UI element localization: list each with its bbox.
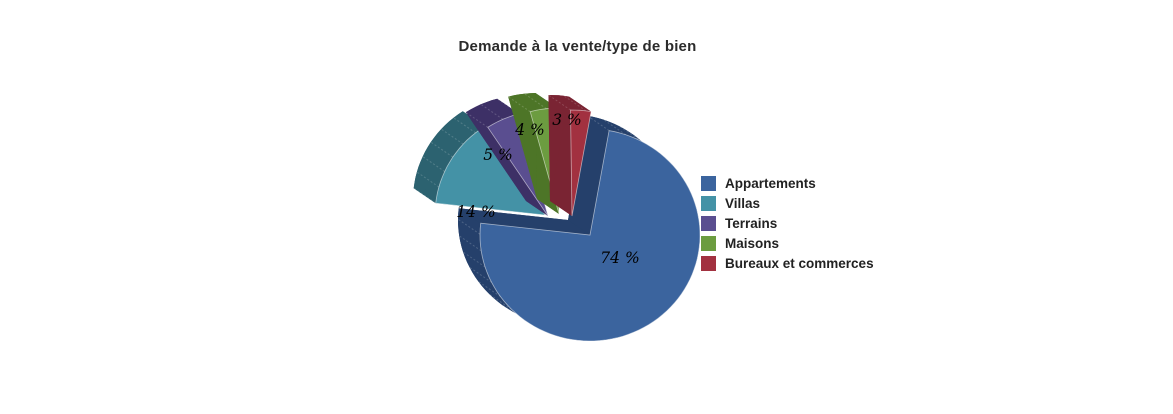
legend-item: Terrains xyxy=(701,216,874,231)
slice-percent-label: 74 % xyxy=(600,249,639,267)
legend-label: Bureaux et commerces xyxy=(725,256,874,271)
legend-item: Villas xyxy=(701,196,874,211)
legend-swatch xyxy=(701,196,716,211)
legend-swatch xyxy=(701,216,716,231)
chart-legend: Appartements Villas Terrains Maisons Bur… xyxy=(701,176,874,276)
slice-percent-label: 14 % xyxy=(456,203,495,221)
legend-item: Appartements xyxy=(701,176,874,191)
legend-item: Bureaux et commerces xyxy=(701,256,874,271)
slice-percent-label: 4 % xyxy=(514,121,545,139)
chart-title: Demande à la vente/type de bien xyxy=(458,38,697,55)
legend-item: Maisons xyxy=(701,236,874,251)
legend-label: Terrains xyxy=(725,216,778,231)
slice-percent-label: 5 % xyxy=(483,146,513,164)
legend-swatch xyxy=(701,256,716,271)
slice-percent-label: 3 % xyxy=(552,111,582,129)
legend-label: Villas xyxy=(725,196,761,211)
legend-swatch xyxy=(701,236,716,251)
legend-label: Maisons xyxy=(725,236,780,251)
legend-swatch xyxy=(701,176,716,191)
legend-label: Appartements xyxy=(725,176,816,191)
